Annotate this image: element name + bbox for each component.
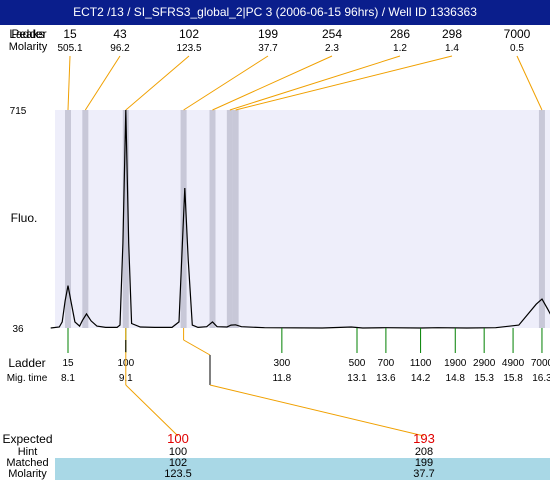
ladder-size-label: 500	[349, 358, 366, 369]
expected-cell-hint: 100	[168, 446, 188, 458]
peak-band	[232, 110, 239, 328]
peak-connector-line	[516, 55, 543, 111]
expected-table-row: Molarity 123.5 37.7	[0, 469, 550, 480]
peak-molarity-label: 2.3	[325, 43, 339, 54]
expected-table-row: Matched 102 199	[0, 458, 550, 469]
peak-connector-line	[212, 55, 333, 111]
ladder-time-label: 13.1	[347, 373, 367, 384]
ladder-size-label: 300	[274, 358, 291, 369]
peak-size-label: 254	[322, 27, 342, 41]
expected-cell-hint: 208	[414, 446, 434, 458]
expected-row-label: Matched	[6, 457, 49, 469]
peak-band	[209, 110, 216, 328]
peak-size-label: 7000	[504, 27, 531, 41]
y-axis-label: Fluo.	[11, 211, 38, 225]
expected-row-label: Molarity	[8, 468, 47, 480]
peak-connector-line	[229, 55, 401, 111]
expected-connector	[209, 384, 425, 437]
expected-cell-matched: 102	[168, 457, 188, 469]
expected-cell-expected: 193	[413, 431, 435, 446]
ladder-time-label: 14.8	[446, 373, 466, 384]
y-tick-label: 715	[10, 106, 27, 117]
expected-table-row: Expected 100 193	[0, 431, 550, 447]
expected-cell-matched: 199	[414, 457, 434, 469]
matched-molarity-highlight	[55, 458, 550, 480]
ladder-time-label: 15.3	[474, 373, 494, 384]
expected-cell-molarity: 37.7	[413, 468, 435, 480]
expected-cell-molarity: 123.5	[164, 468, 192, 480]
ladder-size-label: 15	[62, 358, 74, 369]
ladder-size-label: 700	[378, 358, 395, 369]
ladder-time-label: 16.3	[532, 373, 550, 384]
window-title: ECT2 /13 / SI_SFRS3_global_2|PC 3 (2006-…	[73, 5, 477, 19]
peak-size-label: 15	[63, 27, 77, 41]
expected-connector	[183, 339, 211, 356]
ladder-row-label-overlap: Ladder	[9, 27, 46, 41]
ladder-size-label: 7000	[531, 358, 550, 369]
peak-size-label: 199	[258, 27, 278, 41]
peak-band	[122, 110, 129, 328]
peak-connector-line	[125, 55, 190, 111]
ladder-time-label: 15.8	[503, 373, 523, 384]
expected-row-label: Hint	[17, 446, 38, 458]
peak-connector-line	[67, 55, 71, 111]
peak-size-label: 298	[442, 27, 462, 41]
y-tick-label: 36	[12, 324, 24, 335]
peak-band	[65, 110, 71, 328]
ladder-size-label: 4900	[502, 358, 525, 369]
fluorescence-trace	[50, 109, 550, 329]
plot-area	[55, 110, 550, 328]
ladder-size-label: 2900	[473, 358, 496, 369]
expected-table-row: Hint 100 208	[0, 447, 550, 458]
peak-molarity-label: 37.7	[258, 43, 278, 54]
molarity-row-label: Molarity	[9, 41, 48, 53]
ladder-size-label: 1900	[444, 358, 467, 369]
migtime-axis-label: Mig. time	[7, 373, 48, 384]
ladder-time-label: 13.6	[376, 373, 396, 384]
peak-molarity-label: 123.5	[176, 43, 201, 54]
ladder-time-label: 11.8	[272, 373, 291, 384]
peak-size-label: 102	[179, 27, 199, 41]
peak-connector-line	[84, 55, 121, 111]
ladder-time-label: 8.1	[61, 373, 75, 384]
ladder-axis-label: Ladder	[8, 356, 45, 370]
title-bar: ECT2 /13 / SI_SFRS3_global_2|PC 3 (2006-…	[0, 0, 550, 25]
peak-band	[538, 110, 545, 328]
ladder-time-label: 14.2	[411, 373, 431, 384]
peak-size-label: 286	[390, 27, 410, 41]
peak-band	[226, 110, 233, 328]
peak-connector-line	[183, 55, 269, 111]
peak-molarity-label: 505.1	[57, 43, 82, 54]
peak-molarity-label: 1.2	[393, 43, 407, 54]
ladder-size-label: 1100	[410, 358, 432, 369]
expected-connector	[125, 384, 179, 437]
peak-molarity-label: 0.5	[510, 43, 524, 54]
expected-row-label: Expected	[2, 432, 53, 446]
peak-molarity-label: 96.2	[110, 43, 130, 54]
peak-band	[82, 110, 89, 328]
peak-molarity-label: 1.4	[445, 43, 459, 54]
peak-size-label: 43	[113, 27, 127, 41]
peak-connector-line	[235, 55, 453, 111]
peaks-row-label: Peaks	[11, 27, 44, 41]
expected-cell-expected: 100	[167, 431, 189, 446]
